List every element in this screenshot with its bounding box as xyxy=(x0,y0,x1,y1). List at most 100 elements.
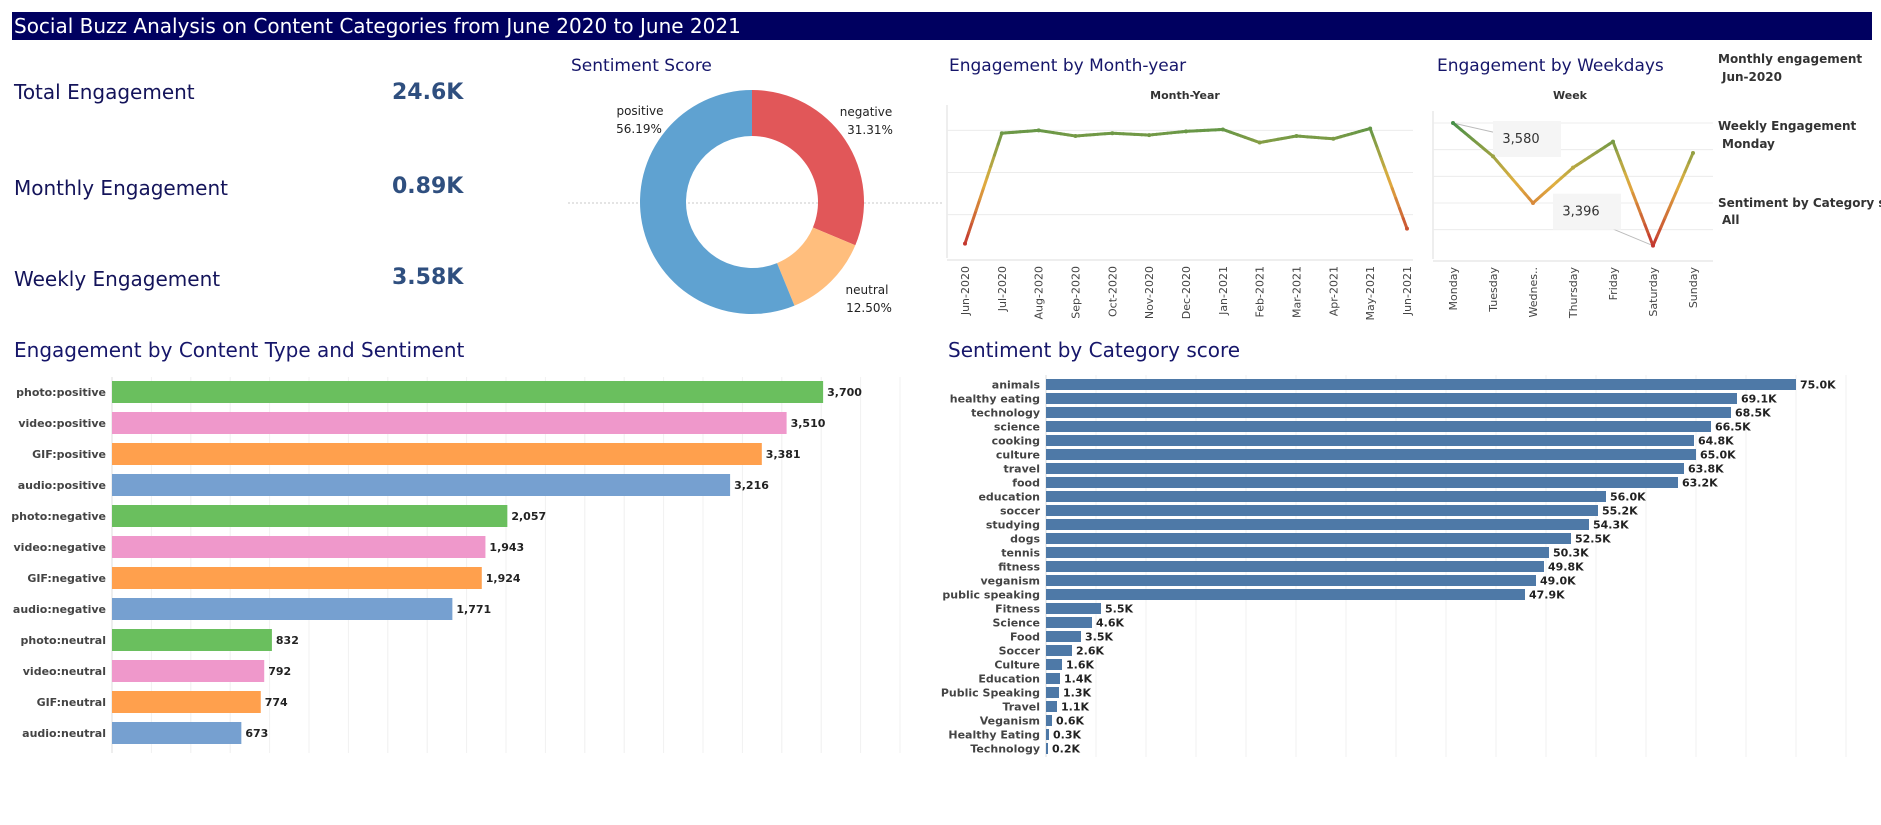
weekly-point[interactable] xyxy=(1451,121,1455,125)
weekly-point[interactable] xyxy=(1531,201,1535,205)
category-bar[interactable] xyxy=(1046,547,1549,558)
category-bar[interactable] xyxy=(1046,617,1092,628)
content-bar[interactable] xyxy=(112,567,482,589)
filter-weekly-value[interactable]: Monday xyxy=(1722,137,1775,151)
category-bar[interactable] xyxy=(1046,687,1059,698)
monthly-point[interactable] xyxy=(1147,133,1152,138)
category-bar[interactable] xyxy=(1046,575,1536,586)
content-value-label: 3,700 xyxy=(827,386,862,399)
weekly-point[interactable] xyxy=(1611,139,1615,144)
monthly-point[interactable] xyxy=(1073,134,1078,138)
content-bar[interactable] xyxy=(112,474,731,496)
category-value-label: 3.5K xyxy=(1085,630,1113,643)
category-bar[interactable] xyxy=(1046,743,1048,754)
category-bar[interactable] xyxy=(1046,533,1571,544)
filter-category-value[interactable]: All xyxy=(1722,213,1740,227)
monthly-point[interactable] xyxy=(1294,134,1299,138)
weekly-point[interactable] xyxy=(1571,165,1575,170)
category-category-label: Fitness xyxy=(995,602,1040,615)
monthly-point[interactable] xyxy=(999,131,1004,136)
content-bar[interactable] xyxy=(112,536,486,558)
content-bar[interactable] xyxy=(112,691,261,713)
content-category-label: video:positive xyxy=(18,417,106,430)
weekly-engagement-chart[interactable]: Week 3,580 3,396 Monday Tuesday Wednes.. Thu… xyxy=(1430,85,1720,325)
category-bar[interactable] xyxy=(1046,561,1544,572)
monthly-point[interactable] xyxy=(1184,129,1188,134)
category-value-label: 65.0K xyxy=(1700,448,1736,461)
sentiment-title: Sentiment Score xyxy=(571,56,712,76)
monthly-tick-label: Jul-2020 xyxy=(996,266,1009,312)
category-bar[interactable] xyxy=(1046,631,1081,642)
monthly-point[interactable] xyxy=(1331,136,1336,141)
content-type-bar-chart[interactable]: photo:positive 3,700 video:positive 3,510 GI… xyxy=(0,372,940,762)
category-score-bar-chart[interactable]: animals 75.0K healthy eating 69.1K technolog… xyxy=(940,372,1875,762)
monthly-point[interactable] xyxy=(1220,127,1225,132)
category-bar[interactable] xyxy=(1046,491,1606,502)
monthly-engagement-chart[interactable]: Month-Year Jun-2020 Jul-2020 Aug-2020 Sep-2… xyxy=(945,85,1415,325)
category-bar[interactable] xyxy=(1046,477,1678,488)
sentiment-donut-chart[interactable]: negative 31.31% neutral 12.50% positive … xyxy=(560,80,950,320)
weekly-tick-label: Friday xyxy=(1607,267,1620,301)
monthly-title: Engagement by Month-year xyxy=(949,56,1187,76)
weekly-point[interactable] xyxy=(1691,151,1695,155)
category-bar[interactable] xyxy=(1046,393,1737,404)
content-bar[interactable] xyxy=(112,381,824,403)
category-bar[interactable] xyxy=(1046,463,1684,474)
category-bar[interactable] xyxy=(1046,519,1589,530)
category-bar[interactable] xyxy=(1046,505,1598,516)
category-bar[interactable] xyxy=(1046,701,1057,712)
category-category-label: studying xyxy=(986,518,1040,531)
category-category-label: animals xyxy=(992,378,1041,391)
category-bar[interactable] xyxy=(1046,407,1731,418)
content-bar[interactable] xyxy=(112,598,453,620)
monthly-point[interactable] xyxy=(1405,226,1409,231)
content-bar[interactable] xyxy=(112,505,508,527)
donut-value-positive: 56.19% xyxy=(616,122,662,136)
category-bar[interactable] xyxy=(1046,645,1072,656)
category-category-label: Healthy Eating xyxy=(948,728,1040,741)
content-bar[interactable] xyxy=(112,722,242,744)
category-value-label: 47.9K xyxy=(1529,588,1565,601)
category-value-label: 1.6K xyxy=(1066,658,1094,671)
category-bar[interactable] xyxy=(1046,603,1101,614)
category-category-label: technology xyxy=(971,406,1040,419)
monthly-tick-label: Dec-2020 xyxy=(1180,266,1193,319)
category-bar[interactable] xyxy=(1046,449,1696,460)
content-value-label: 3,510 xyxy=(791,417,826,430)
monthly-line-segment xyxy=(981,175,989,190)
content-value-label: 1,771 xyxy=(456,603,491,616)
monthly-point[interactable] xyxy=(1036,128,1041,133)
weekly-point[interactable] xyxy=(1491,154,1495,159)
monthly-point[interactable] xyxy=(963,241,967,246)
filter-monthly-value[interactable]: Jun-2020 xyxy=(1722,70,1782,84)
category-bar[interactable] xyxy=(1046,673,1060,684)
donut-slice-neutral[interactable] xyxy=(777,227,856,306)
monthly-line-segment xyxy=(978,186,985,201)
weekly-line-segment xyxy=(1643,223,1651,237)
content-bar[interactable] xyxy=(112,660,265,682)
monthly-point[interactable] xyxy=(1257,140,1262,145)
category-value-label: 5.5K xyxy=(1105,602,1133,615)
content-category-label: GIF:positive xyxy=(32,448,106,461)
monthly-point[interactable] xyxy=(1110,131,1115,136)
category-title: Sentiment by Category score xyxy=(948,338,1241,362)
content-bar[interactable] xyxy=(112,629,272,651)
dashboard-title: Social Buzz Analysis on Content Categori… xyxy=(12,12,1872,40)
category-value-label: 1.1K xyxy=(1061,700,1089,713)
category-bar[interactable] xyxy=(1046,715,1052,726)
content-value-label: 792 xyxy=(268,665,291,678)
content-bar[interactable] xyxy=(112,412,787,434)
category-bar[interactable] xyxy=(1046,379,1796,390)
category-bar[interactable] xyxy=(1046,421,1711,432)
monthly-point[interactable] xyxy=(1368,126,1373,131)
category-category-label: Veganism xyxy=(980,714,1040,727)
weekly-point[interactable] xyxy=(1651,243,1655,248)
category-bar[interactable] xyxy=(1046,659,1062,670)
content-bar[interactable] xyxy=(112,443,762,465)
donut-slice-positive[interactable] xyxy=(640,90,795,314)
category-bar[interactable] xyxy=(1046,589,1525,600)
category-bar[interactable] xyxy=(1046,435,1694,446)
category-bar[interactable] xyxy=(1046,729,1049,740)
kpi-monthly-value: 0.89K xyxy=(392,174,464,199)
donut-slice-negative[interactable] xyxy=(752,90,864,246)
